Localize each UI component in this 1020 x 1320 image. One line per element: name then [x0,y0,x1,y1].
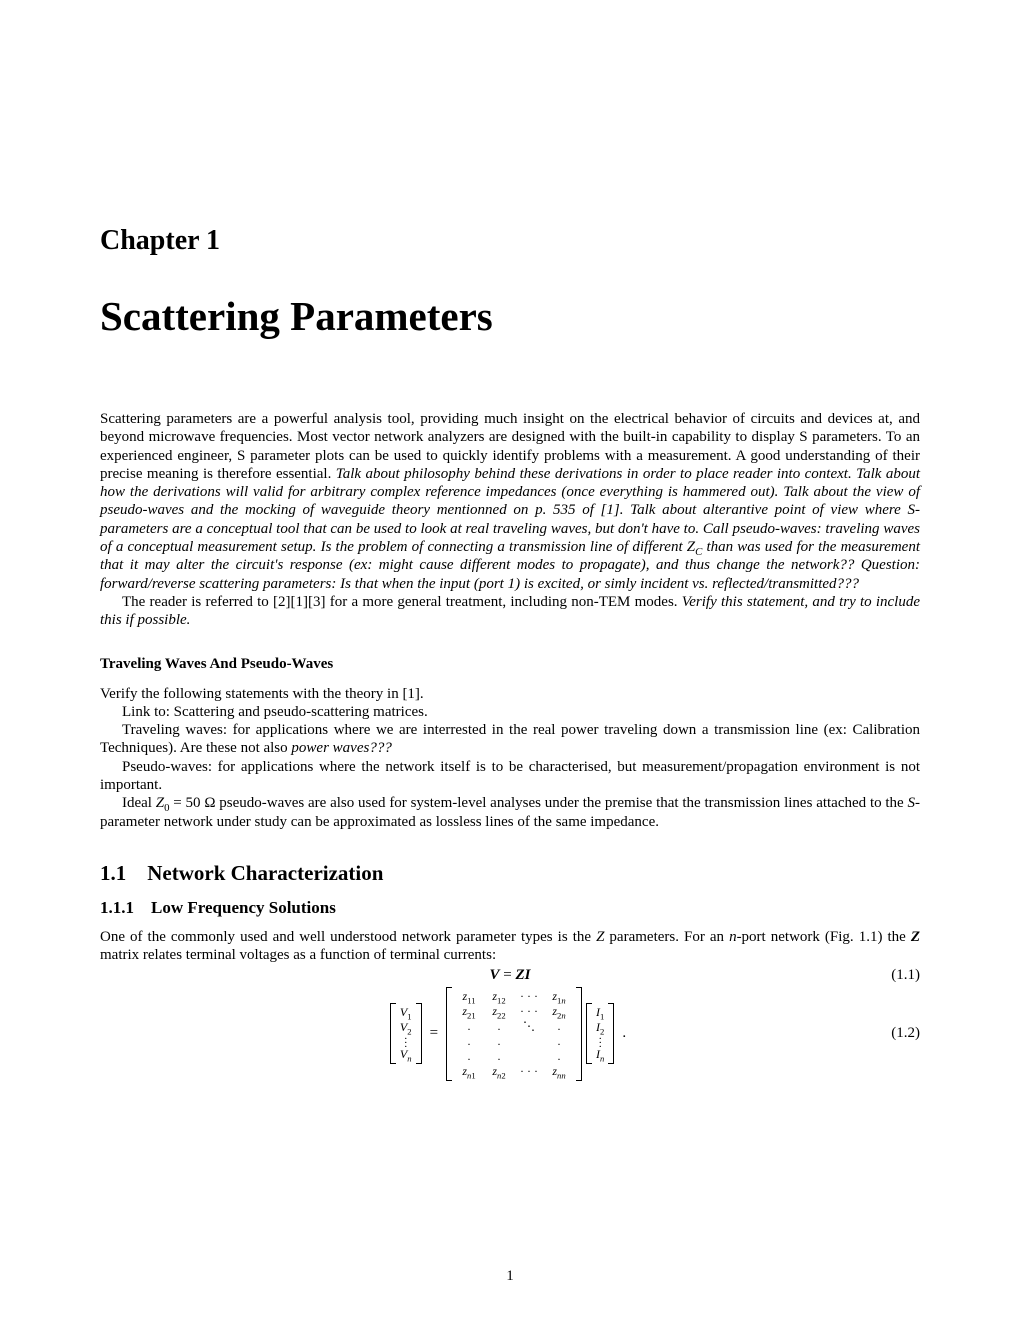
eq-1-2-equals: = [426,1025,442,1042]
intro-paragraph-2: The reader is referred to [2][1][3] for … [100,593,920,630]
lf-p1-c: -port network (Fig. 1.1) the [737,929,911,945]
eq-1-1-number: (1.1) [870,967,920,984]
intro-p1-note: Talk about philosophy behind these deriv… [100,466,920,592]
lf-p1-d: matrix relates terminal voltages as a fu… [100,947,496,963]
tw-p5-s: S [908,795,916,811]
eq-1-2-period: . [618,1025,630,1042]
tw-paragraph-1: Verify the following statements with the… [100,685,920,703]
eq-1-2-z-matrix: z11 z12 · · · z1n z21 z22 · · · z2n ... … [446,987,582,1081]
equation-1-2: V1 V2 ... Vn = z11 z12 · · · z1n z21 [100,987,920,1081]
tw-paragraph-4: Pseudo-waves: for applications where the… [100,758,920,795]
page-number: 1 [0,1268,1020,1285]
section-heading-1-1: 1.1 Network Characterization [100,861,920,886]
page: Chapter 1 Scattering Parameters Scatteri… [0,0,1020,1320]
tw-paragraph-3: Traveling waves: for applications where … [100,721,920,758]
eq-1-2-lhs-vector: V1 V2 ... Vn [390,1003,422,1064]
intro-p2-pre: The reader is referred to [2][1][3] for … [122,594,682,610]
subheading-traveling-waves: Traveling Waves And Pseudo-Waves [100,656,920,673]
subsection-heading-1-1-1: 1.1.1 Low Frequency Solutions [100,898,920,918]
chapter-label: Chapter 1 [100,225,920,257]
tw-p3-pre: Traveling waves: for applications where … [100,722,920,756]
tw-p5-mid: = 50 Ω pseudo-waves are also used for sy… [170,795,908,811]
lf-paragraph-1: One of the commonly used and well unders… [100,928,920,965]
eq-1-2-i-vector: I1 I2 ... In [586,1003,614,1064]
intro-paragraph-1: Scattering parameters are a powerful ana… [100,410,920,593]
tw-p3-italic: power waves??? [291,740,391,756]
lf-p1-n: n [729,929,737,945]
eq-1-2-content: V1 V2 ... Vn = z11 z12 · · · z1n z21 [150,987,870,1081]
tw-p5-z0: Z [156,795,164,811]
equation-1-1: V = ZI (1.1) [100,967,920,985]
eq-1-2-number: (1.2) [870,1025,920,1042]
eq-1-1-content: V = ZI [150,967,870,985]
tw-paragraph-2: Link to: Scattering and pseudo-scatterin… [100,703,920,721]
lf-p1-a: One of the commonly used and well unders… [100,929,596,945]
lf-p1-zbold: Z [911,929,920,945]
chapter-title: Scattering Parameters [100,292,920,340]
tw-p5-a: Ideal [122,795,156,811]
tw-paragraph-5: Ideal Z0 = 50 Ω pseudo-waves are also us… [100,794,920,831]
lf-p1-b: parameters. For an [604,929,729,945]
